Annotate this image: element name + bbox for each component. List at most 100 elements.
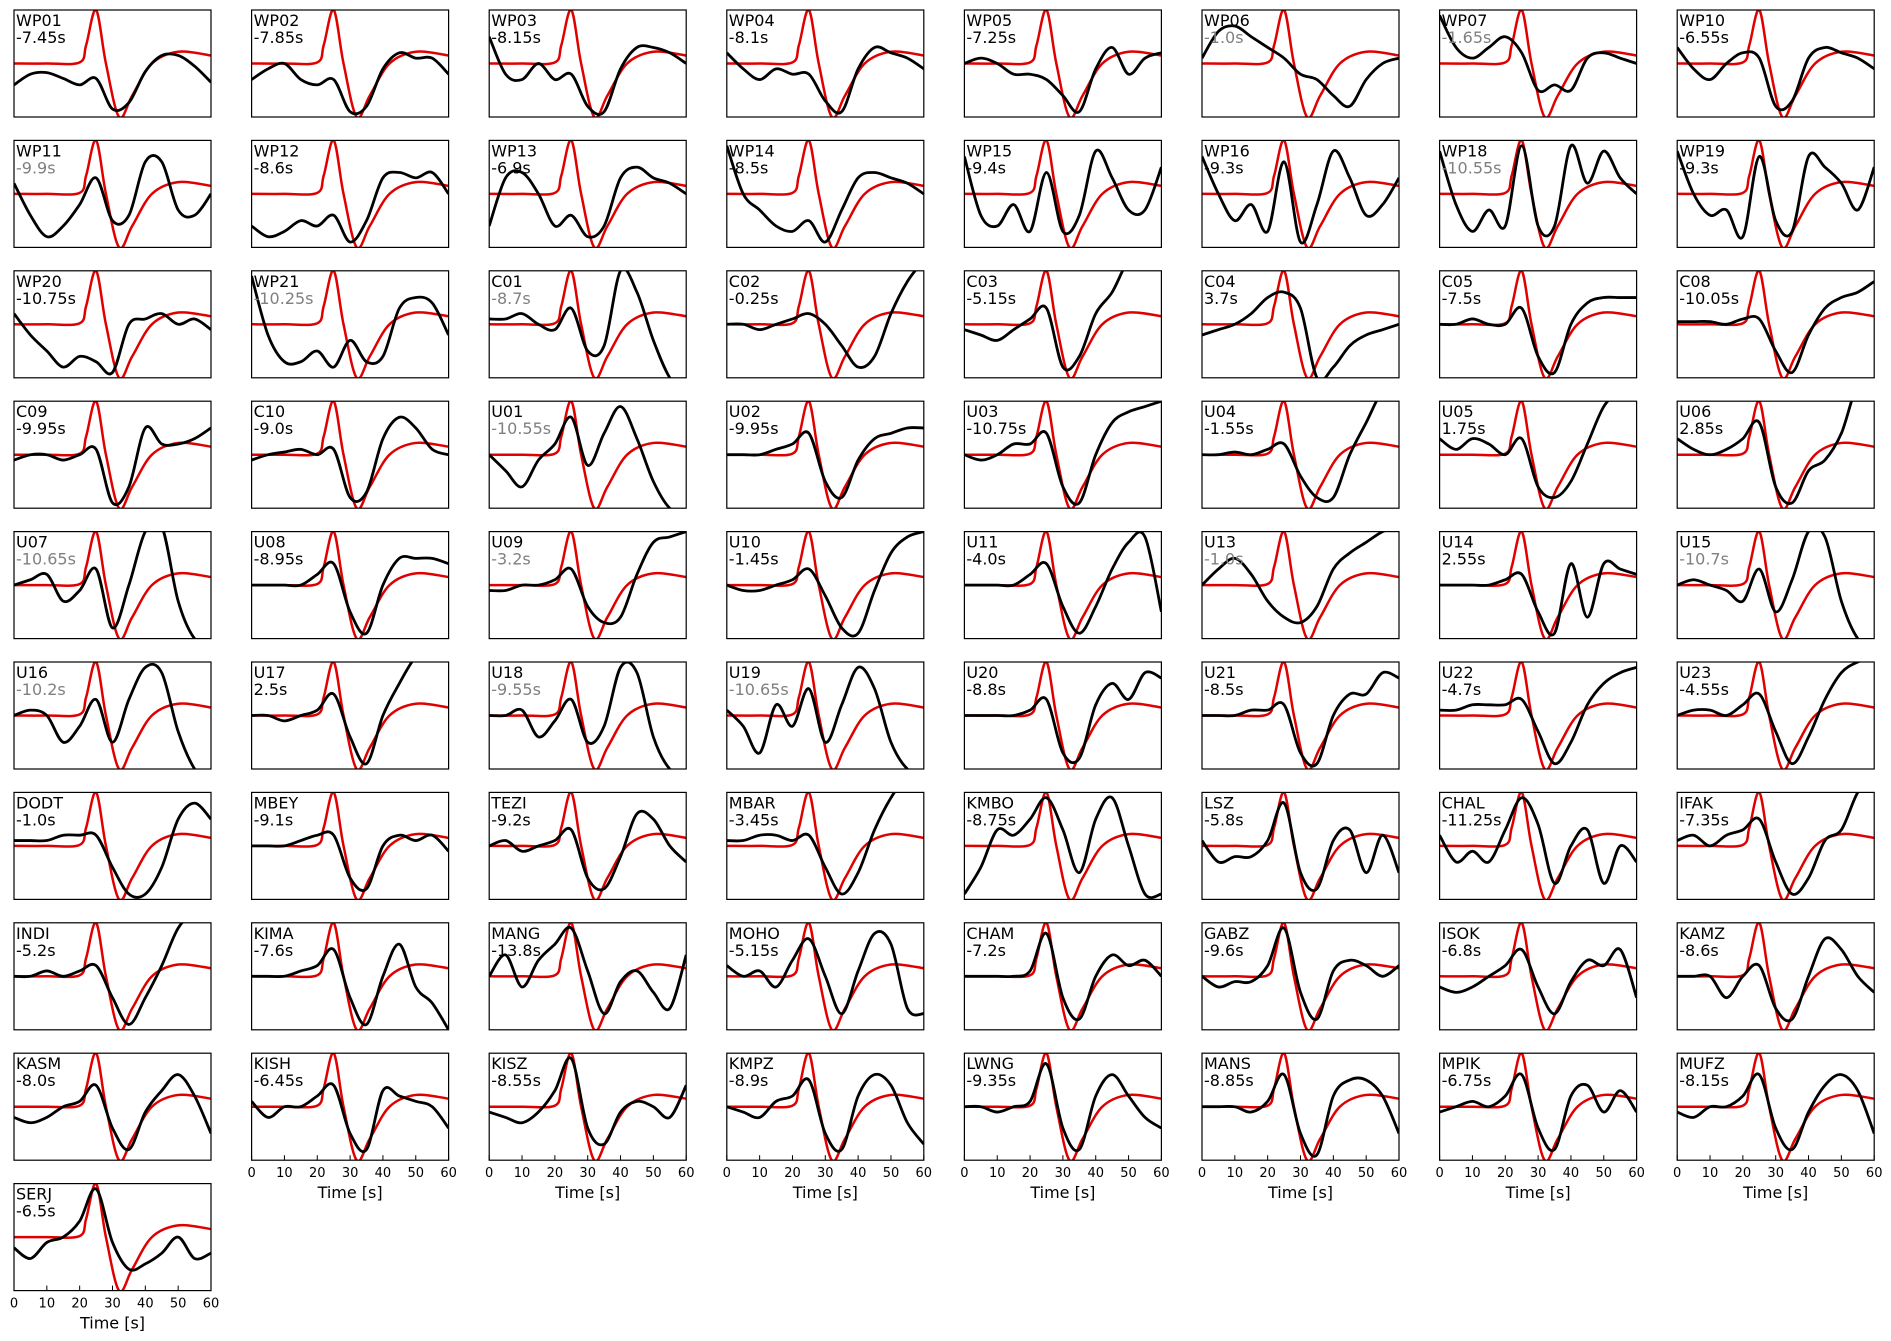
panel: INDI-5.2s	[13, 922, 212, 1031]
panel-frame	[726, 661, 925, 770]
panel: WP12-8.6s	[251, 139, 450, 248]
panel-frame	[963, 922, 1163, 1031]
panel-frame	[251, 400, 450, 509]
time-shift: -9.2s	[491, 810, 531, 829]
reference-trace	[14, 140, 211, 248]
time-shift: -6.5s	[16, 1202, 56, 1221]
time-shift: -8.75s	[966, 810, 1016, 829]
panel-frame	[726, 9, 925, 118]
panel: U04-1.55s	[1201, 400, 1400, 509]
panel-frame	[1676, 922, 1875, 1031]
station-name: WP07	[1442, 11, 1488, 30]
x-tick-label: 60	[440, 1166, 457, 1181]
time-shift: -7.25s	[966, 28, 1016, 47]
time-shift: -4.55s	[1679, 680, 1729, 699]
x-tick-label: 10	[1227, 1166, 1244, 1181]
observed-trace	[251, 51, 449, 116]
station-name: WP03	[491, 11, 537, 30]
panel: WP03-8.15s	[488, 9, 687, 118]
panel: U03-10.75s	[963, 400, 1163, 509]
observed-trace	[251, 275, 449, 369]
observed-trace	[1677, 531, 1860, 639]
observed-trace	[14, 662, 197, 769]
x-tick-label: 0	[1673, 1166, 1681, 1181]
time-shift: -8.1s	[729, 28, 769, 47]
reference-trace	[14, 531, 211, 639]
panel-frame	[13, 139, 212, 248]
observed-trace	[1202, 801, 1399, 892]
reference-trace	[726, 140, 924, 248]
reference-trace	[1439, 531, 1637, 639]
x-tick-label: 60	[203, 1297, 220, 1312]
x-tick-label: 40	[850, 1166, 867, 1181]
reference-trace	[251, 10, 449, 117]
observed-trace	[1677, 45, 1875, 112]
panel-frame	[1676, 791, 1875, 901]
time-shift: -9.0s	[254, 419, 294, 438]
station-name: WP04	[729, 11, 775, 30]
observed-trace	[964, 795, 1162, 899]
station-name: MOHO	[729, 924, 780, 943]
x-tick-label: 50	[883, 1166, 900, 1181]
station-name: U15	[1679, 533, 1711, 552]
time-shift: -7.5s	[1442, 289, 1482, 308]
observed-trace	[1439, 559, 1637, 637]
panel-frame	[13, 9, 212, 118]
panel-frame	[1438, 661, 1638, 770]
observed-trace	[1439, 14, 1637, 94]
station-name: KAMZ	[1679, 924, 1725, 943]
observed-trace	[251, 170, 449, 244]
x-tick-label: 20	[71, 1297, 88, 1312]
panel-frame	[1676, 530, 1875, 640]
time-shift: -9.1s	[254, 810, 294, 829]
panel-frame	[1201, 400, 1400, 509]
x-tick-label: 10	[514, 1166, 531, 1181]
observed-trace	[726, 930, 924, 1017]
time-shift: 2.55s	[1442, 550, 1486, 569]
time-shift: -11.25s	[1442, 810, 1502, 829]
panel: MANS-8.85s 0 10 20 30 40 50 60 Time [s]	[1198, 1052, 1407, 1202]
station-name: U03	[966, 402, 998, 421]
observed-trace	[489, 270, 672, 378]
panel: WP07-1.65s	[1438, 9, 1638, 118]
station-name: WP05	[966, 11, 1012, 30]
panel: MUFZ-8.15s 0 10 20 30 40 50 60 Time [s]	[1673, 1052, 1882, 1202]
reference-trace	[489, 792, 687, 900]
panel-frame	[13, 922, 212, 1031]
station-name: CHAM	[966, 924, 1014, 943]
observed-trace	[251, 1082, 449, 1153]
panel-frame	[726, 530, 925, 640]
time-shift: -1.55s	[1204, 419, 1254, 438]
panel: U20-8.8s	[963, 661, 1163, 770]
station-name: WP11	[16, 141, 62, 160]
reference-trace	[251, 1053, 449, 1161]
reference-trace	[1677, 10, 1875, 117]
panel: KMPZ-8.9s 0 10 20 30 40 50 60 Time [s]	[723, 1052, 932, 1202]
x-tick-label: 20	[1022, 1166, 1039, 1181]
observed-trace	[251, 415, 449, 503]
panel-frame	[13, 1052, 212, 1161]
reference-trace	[726, 10, 924, 117]
panel-frame	[726, 791, 925, 901]
x-tick-label: 20	[1735, 1166, 1752, 1181]
x-tick-label: 30	[817, 1166, 834, 1181]
panel-frame	[963, 139, 1163, 248]
station-name: WP21	[254, 272, 300, 291]
panel: WP04-8.1s	[726, 9, 925, 118]
station-name: WP10	[1679, 11, 1725, 30]
observed-trace	[1439, 947, 1637, 1016]
reference-trace	[14, 792, 211, 900]
panel-frame	[488, 9, 687, 118]
station-name: U20	[966, 663, 998, 682]
x-tick-label: 0	[10, 1297, 18, 1312]
panel-frame	[488, 791, 687, 901]
x-tick-label: 0	[247, 1166, 255, 1181]
panel: MOHO-5.15s	[726, 922, 925, 1031]
panel-frame	[1438, 530, 1638, 640]
station-name: C09	[16, 402, 48, 421]
observed-trace	[964, 1062, 1162, 1153]
time-shift: -8.55s	[491, 1071, 541, 1090]
x-tick-label: 40	[1563, 1166, 1580, 1181]
